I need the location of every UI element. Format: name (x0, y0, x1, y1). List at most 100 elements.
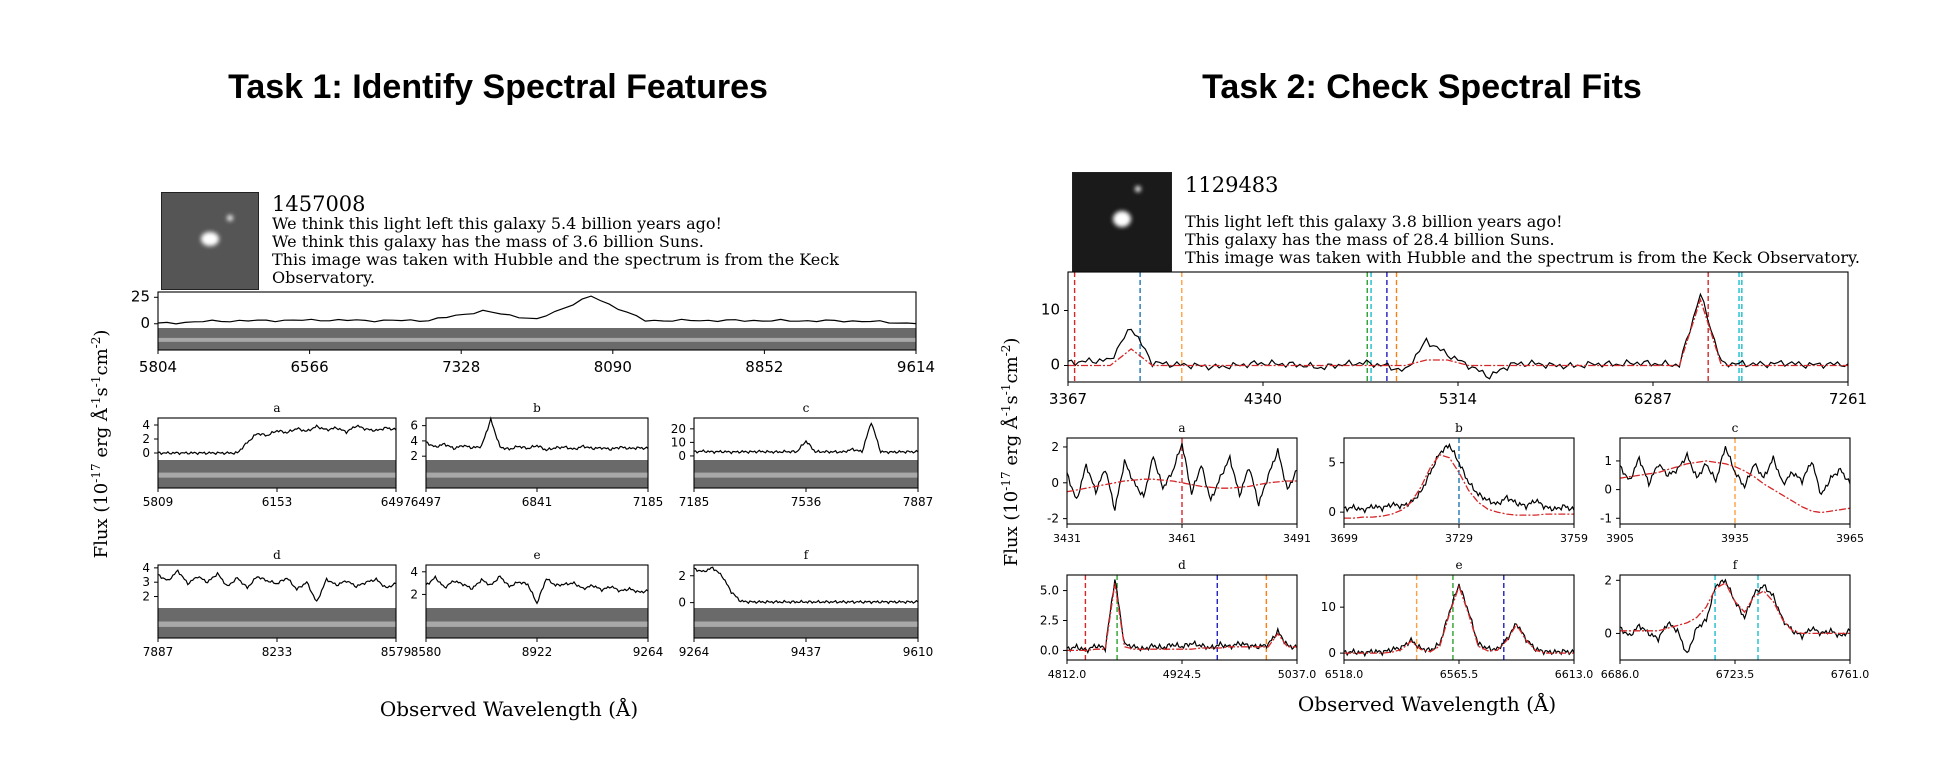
x-tick-label: 8090 (594, 358, 632, 376)
x-tick-label: 3699 (1330, 532, 1358, 545)
galaxy-image-task2 (1072, 172, 1172, 272)
fit-series-line (1067, 583, 1297, 652)
data-series-line (157, 295, 917, 325)
data-series-line (1619, 578, 1851, 654)
x-axis-title-task1: Observed Wavelength (Å) (380, 696, 638, 721)
panel-label: e (533, 548, 540, 562)
x-tick-label: 6613.0 (1555, 668, 1594, 681)
x-tick-label: 7328 (442, 358, 480, 376)
y-tick-label: 0 (1604, 483, 1612, 497)
panel-label: c (1732, 421, 1739, 435)
galaxy-info-line: This image was taken with Hubble and the… (272, 250, 839, 269)
galaxy-info-line: This light left this galaxy 3.8 billion … (1185, 212, 1563, 231)
panel-label: f (804, 548, 810, 562)
y-tick-label: 0 (140, 314, 150, 332)
x-tick-label: 7185 (633, 495, 664, 509)
data-series-line (157, 424, 397, 456)
data-series-line (693, 566, 919, 605)
panel-label: b (1455, 421, 1463, 435)
x-tick-label: 6497 (381, 495, 412, 509)
y-tick-label: 4 (410, 565, 418, 579)
y-tick-label: 4 (142, 418, 150, 432)
x-tick-label: 5809 (143, 495, 174, 509)
x-tick-label: 6153 (262, 495, 293, 509)
x-tick-label: 9610 (903, 645, 934, 659)
x-tick-label: 9264 (633, 645, 664, 659)
task1-f-panel: 0 2 9264 9437 9610 f (678, 548, 933, 659)
task2-f-panel: 0 2 6686.0 6723.5 6761.0 f (1601, 558, 1870, 681)
y-tick-label: 2 (410, 449, 418, 463)
data-series-line (157, 569, 397, 602)
spectrum-2d-trace (158, 472, 396, 478)
x-tick-label: 6761.0 (1831, 668, 1870, 681)
task1-d-panel: 234 7887 8233 8579 d (142, 548, 411, 659)
galaxy-info-line: This image was taken with Hubble and the… (1185, 248, 1860, 267)
x-tick-label: 3965 (1836, 532, 1864, 545)
fit-series-line (1620, 582, 1850, 635)
y-tick-label: -2 (1047, 512, 1059, 526)
x-tick-label: 6497 (411, 495, 442, 509)
task2-title: Task 2: Check Spectral Fits (1202, 68, 1642, 106)
y-tick-label: 0.0 (1040, 643, 1059, 657)
task2-c-panel: -1 0 1 3905 3935 3965 c (1600, 421, 1864, 545)
y-tick-label: 2 (142, 590, 150, 604)
data-series-line (1619, 446, 1851, 496)
data-series-line (693, 422, 919, 455)
y-tick-label: -1 (1600, 511, 1612, 525)
panel-label: f (1733, 558, 1739, 572)
data-series-line (1067, 292, 1849, 380)
panel-label: d (273, 548, 281, 562)
x-tick-label: 5314 (1439, 390, 1477, 408)
plot-frame (157, 291, 917, 351)
fit-series-line (1068, 297, 1848, 367)
panel-label: a (1178, 421, 1185, 435)
y-tick-label: 0 (1328, 646, 1336, 660)
y-tick-label: 0 (678, 449, 686, 463)
data-series-line (1343, 442, 1575, 514)
galaxy-info-line: This galaxy has the mass of 28.4 billion… (1185, 230, 1555, 249)
x-tick-label: 9437 (791, 645, 822, 659)
y-axis-title-task1: Flux (10-17 erg Å-1s-1cm-2) (89, 330, 112, 559)
x-tick-label: 6841 (522, 495, 553, 509)
x-tick-label: 8233 (262, 645, 293, 659)
galaxy-id-task2: 1129483 (1185, 173, 1279, 197)
task2-a-panel: -2 0 2 3431 3461 3491 a (1047, 421, 1311, 545)
galaxy-image-task1 (161, 192, 259, 290)
x-tick-label: 8580 (411, 645, 442, 659)
y-tick-label: 5.0 (1040, 584, 1059, 598)
task1-a-panel: 024 5809 6153 6497 a (142, 401, 411, 509)
data-series-line (1343, 583, 1575, 658)
y-tick-label: 4 (142, 561, 150, 575)
data-series-line (425, 416, 649, 452)
data-series-line (1066, 579, 1298, 654)
x-tick-label: 3431 (1053, 532, 1081, 545)
y-tick-label: 0 (1050, 356, 1060, 374)
y-tick-label: 1 (1604, 454, 1612, 468)
x-tick-label: 8922 (522, 645, 553, 659)
y-tick-label: 0 (1328, 505, 1336, 519)
spectrum-2d-trace (426, 621, 648, 627)
x-tick-label: 3935 (1721, 532, 1749, 545)
task1-e-panel: 2 4 8580 8922 9264 e (410, 548, 663, 659)
x-tick-label: 7887 (903, 495, 934, 509)
x-tick-label: 9614 (897, 358, 935, 376)
task2-main-panel: 0 10 3367 4340 5314 6287 7261 (1041, 271, 1867, 408)
y-tick-label: 2 (678, 569, 686, 583)
x-axis-title-task2: Observed Wavelength (Å) (1298, 691, 1556, 716)
x-tick-label: 6723.5 (1716, 668, 1755, 681)
x-tick-label: 7536 (791, 495, 822, 509)
y-tick-label: 20 (671, 422, 686, 436)
task1-main-panel: 0 25 5804 6566 7328 8090 8852 9614 (131, 287, 935, 376)
x-tick-label: 5804 (139, 358, 177, 376)
fit-series-line (1344, 584, 1574, 654)
y-tick-label: 2.5 (1040, 613, 1059, 627)
x-tick-label: 6518.0 (1325, 668, 1364, 681)
y-tick-label: 10 (671, 435, 686, 449)
y-tick-label: 2 (1051, 440, 1059, 454)
panel-label: d (1178, 558, 1186, 572)
x-tick-label: 5037.0 (1278, 668, 1317, 681)
task2-e-panel: 0 10 6518.0 6565.5 6613.0 e (1321, 558, 1594, 681)
y-tick-label: 5 (1328, 456, 1336, 470)
